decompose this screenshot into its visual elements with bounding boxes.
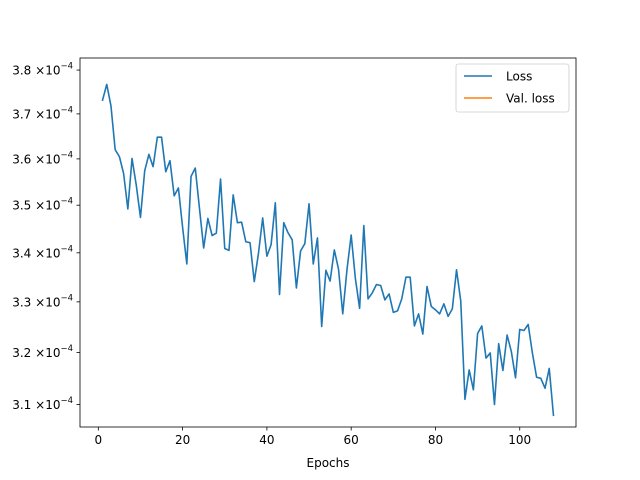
x-tick-label: 80 [428, 433, 443, 447]
plot-area [80, 58, 576, 427]
y-tick-label: 3.6 ×10−4 [12, 150, 73, 166]
axes-spines [79, 57, 577, 428]
legend-label: Val. loss [506, 92, 555, 106]
series-line-loss [101, 83, 555, 417]
y-tick-label: 3.2 ×10−4 [12, 344, 73, 360]
y-tick-label: 3.8 ×10−4 [12, 62, 73, 78]
legend-label: Loss [506, 70, 532, 84]
y-tick-label: 3.5 ×10−4 [12, 197, 73, 213]
plot-background [80, 58, 576, 427]
y-axis: 3.1 ×10−4 3.2 ×10−4 3.3 ×10−4 3.4 ×10−4 3.5 … [12, 62, 80, 412]
x-tick-label: 0 [95, 433, 103, 447]
series-layer [101, 83, 555, 417]
axes-frame [79, 57, 577, 428]
x-axis: 0 20 40 60 80 100 [95, 427, 531, 447]
legend: Loss Val. loss [455, 63, 570, 113]
x-tick-label: 40 [259, 433, 274, 447]
x-tick-label: 60 [344, 433, 359, 447]
x-axis-label: Epochs [307, 456, 350, 470]
y-tick-label: 3.4 ×10−4 [12, 244, 73, 260]
x-tick-label: 20 [175, 433, 190, 447]
y-tick-label: 3.1 ×10−4 [12, 396, 73, 412]
x-tick-label: 100 [508, 433, 531, 447]
y-tick-label: 3.3 ×10−4 [12, 293, 73, 309]
y-tick-label: 3.7 ×10−4 [12, 105, 73, 121]
